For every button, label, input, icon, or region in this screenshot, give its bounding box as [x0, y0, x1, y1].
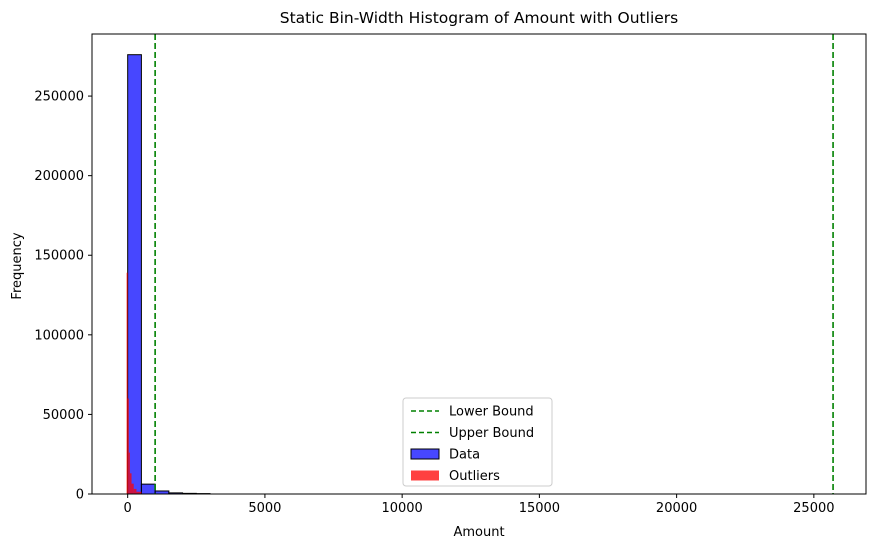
x-tick-label-5: 25000	[793, 501, 834, 516]
y-axis: 0 50000 100000 150000 200000 250000	[34, 90, 92, 503]
legend-label-data: Data	[449, 448, 480, 463]
outliers-bar-3	[129, 473, 132, 494]
outliers-bar-5	[133, 488, 137, 494]
x-tick-label-1: 5000	[248, 501, 281, 516]
y-tick-label-4: 200000	[34, 169, 84, 184]
x-tick-label-4: 20000	[656, 501, 697, 516]
outliers-bar-0	[126, 272, 128, 494]
y-tick-label-3: 150000	[34, 249, 84, 264]
x-axis-label: Amount	[453, 525, 504, 540]
legend-label-outliers: Outliers	[449, 469, 500, 484]
y-tick-label-1: 50000	[43, 408, 84, 423]
x-tick-label-2: 10000	[381, 501, 422, 516]
y-tick-label-0: 0	[76, 488, 84, 503]
x-tick-label-0: 0	[124, 501, 132, 516]
x-tick-label-3: 15000	[519, 501, 560, 516]
legend-swatch-data	[410, 448, 440, 460]
legend-box	[402, 397, 553, 487]
legend-label-upper-bound: Upper Bound	[449, 426, 534, 441]
legend-swatch-outliers	[411, 470, 439, 481]
plot-area	[126, 34, 834, 494]
plot-frame	[91, 33, 867, 495]
x-axis: 0 5000 10000 15000 20000 25000	[124, 494, 835, 516]
legend: Lower Bound Upper Bound Data Outliers	[402, 397, 553, 487]
y-tick-label-2: 100000	[34, 328, 84, 343]
data-bar-0	[127, 54, 142, 494]
y-tick-label-5: 250000	[34, 90, 84, 105]
outliers-bar-2	[128, 452, 130, 494]
plot-marks	[126, 34, 834, 494]
outliers-bar-4	[131, 483, 134, 494]
outliers-bar-6	[136, 491, 142, 494]
chart-title: Static Bin-Width Histogram of Amount wit…	[280, 9, 678, 27]
legend-label-lower-bound: Lower Bound	[449, 405, 534, 420]
y-axis-label: Frequency	[10, 232, 25, 299]
outliers-bar-1	[127, 398, 129, 494]
data-bar-1	[140, 483, 156, 494]
